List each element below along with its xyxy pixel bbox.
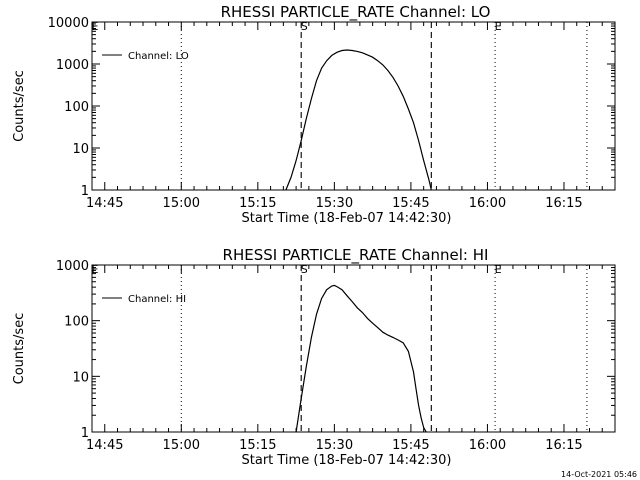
series-line-lo-0 bbox=[285, 49, 432, 191]
y-axis-label-lo: Counts/sec bbox=[12, 70, 27, 142]
x-tick-label-hi-1: 15:00 bbox=[163, 438, 200, 453]
marker-label-hi-2: S bbox=[301, 263, 308, 276]
x-tick-label-lo-3: 15:30 bbox=[316, 196, 353, 211]
plot-frame-lo bbox=[91, 21, 616, 191]
marker-label-hi-4: E bbox=[495, 263, 502, 276]
x-tick-label-hi-5: 16:00 bbox=[469, 438, 506, 453]
x-tick-label-hi-3: 15:30 bbox=[316, 438, 353, 453]
x-tick-label-hi-2: 15:15 bbox=[239, 438, 276, 453]
y-tick-label-hi-0: 1 bbox=[81, 426, 89, 441]
x-axis-label-lo: Start Time (18-Feb-07 14:42:30) bbox=[242, 211, 452, 226]
y-tick-label-hi-3: 1000 bbox=[56, 259, 89, 274]
chart-title-lo: RHESSI PARTICLE_RATE Channel: LO bbox=[221, 3, 491, 22]
series-line-hi-0 bbox=[295, 284, 427, 433]
chart-panel-hi: E S E 1 10 100 1000 14:45 15:00 15:15 15:30 15:45 16… bbox=[12, 246, 616, 468]
y-tick-label-hi-2: 100 bbox=[64, 315, 89, 330]
x-tick-label-lo-4: 15:45 bbox=[392, 196, 429, 211]
y-tick-label-lo-3: 1000 bbox=[56, 58, 89, 73]
x-tick-label-hi-4: 15:45 bbox=[392, 438, 429, 453]
legend-label-hi: Channel: HI bbox=[128, 294, 186, 305]
x-tick-label-lo-0: 14:45 bbox=[86, 196, 123, 211]
x-tick-label-lo-5: 16:00 bbox=[469, 196, 506, 211]
x-axis-label-hi: Start Time (18-Feb-07 14:42:30) bbox=[242, 453, 452, 468]
marker-label-lo-2: S bbox=[301, 20, 308, 33]
x-tick-label-hi-0: 14:45 bbox=[86, 438, 123, 453]
footer-timestamp: 14-Oct-2021 05:46 bbox=[561, 470, 637, 479]
y-tick-label-lo-4: 10000 bbox=[48, 16, 89, 31]
y-axis-label-hi: Counts/sec bbox=[12, 313, 27, 385]
y-tick-label-lo-2: 100 bbox=[64, 100, 89, 115]
y-tick-label-hi-1: 10 bbox=[72, 370, 89, 385]
legend-label-lo: Channel: LO bbox=[128, 51, 189, 62]
x-tick-label-hi-6: 16:15 bbox=[545, 438, 582, 453]
x-tick-label-lo-6: 16:15 bbox=[545, 196, 582, 211]
marker-label-hi-0: E bbox=[92, 263, 99, 276]
chart-panel-lo: ESE11010010001000014:4515:0015:1515:3015… bbox=[12, 3, 616, 226]
x-tick-label-lo-1: 15:00 bbox=[163, 196, 200, 211]
y-tick-label-lo-0: 1 bbox=[81, 184, 89, 199]
x-tick-label-lo-2: 15:15 bbox=[239, 196, 276, 211]
chart-title-hi: RHESSI PARTICLE_RATE Channel: HI bbox=[223, 246, 489, 265]
plot-frame-hi bbox=[91, 264, 616, 433]
y-tick-label-lo-1: 10 bbox=[72, 142, 89, 157]
marker-label-lo-4: E bbox=[495, 20, 502, 33]
